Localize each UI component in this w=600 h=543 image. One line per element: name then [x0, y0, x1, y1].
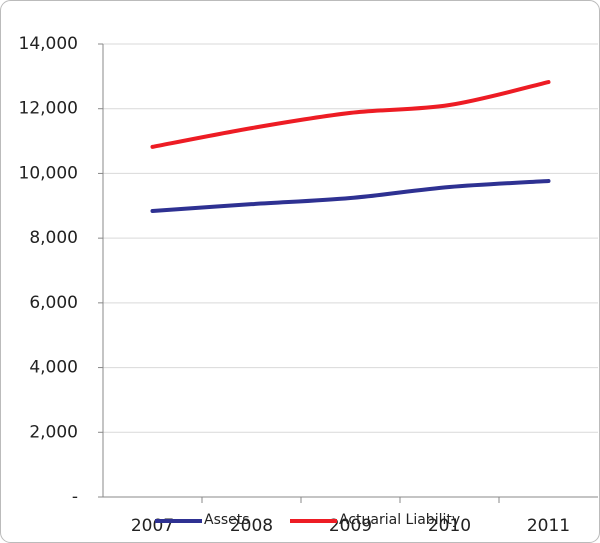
y-tick-label: -	[72, 487, 78, 507]
series-line	[150, 179, 551, 213]
y-tick-label: 8,000	[29, 228, 78, 248]
legend-label: Actuarial Liability	[339, 512, 460, 528]
x-tick-label: 2009	[329, 516, 372, 536]
legend-label: Assets	[204, 512, 250, 528]
y-tick-label: 10,000	[19, 163, 78, 183]
y-tick-label: 12,000	[19, 99, 78, 119]
x-tick-label: 2011	[527, 516, 570, 536]
series-line	[150, 80, 551, 149]
y-tick-label: 4,000	[29, 358, 78, 378]
y-tick-label: 14,000	[19, 34, 78, 54]
x-tick-label: 2008	[230, 516, 273, 536]
y-tick-label: 2,000	[29, 422, 78, 442]
x-tick-label: 2010	[428, 516, 471, 536]
y-tick-label: 6,000	[29, 293, 78, 313]
